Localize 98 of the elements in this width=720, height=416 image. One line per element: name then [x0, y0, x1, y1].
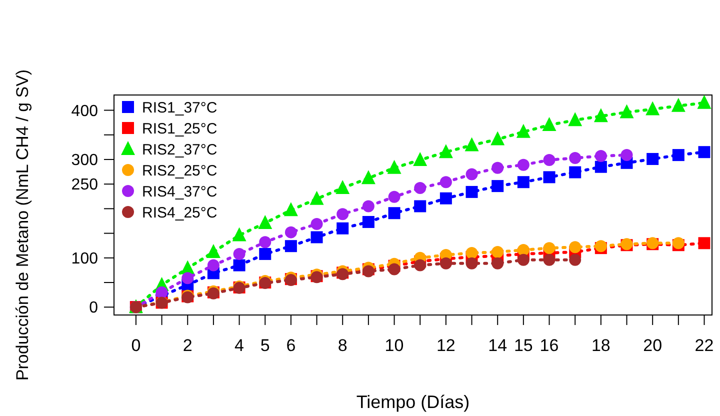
point — [388, 207, 400, 220]
y-axis-title: Producción de Metano (NmL CH4 / g SV) — [13, 69, 32, 381]
x-tick-label: 2 — [182, 336, 192, 355]
point — [284, 240, 297, 252]
point — [490, 131, 505, 146]
point — [182, 272, 194, 284]
point — [594, 160, 607, 173]
point — [492, 246, 504, 258]
y-tick-label: 0 — [89, 300, 98, 317]
point — [336, 208, 349, 220]
point — [492, 257, 504, 270]
point — [620, 149, 633, 162]
point — [361, 170, 376, 184]
point — [336, 180, 350, 194]
point — [310, 190, 324, 205]
point — [362, 216, 374, 228]
point — [466, 186, 478, 198]
x-tick-label: 8 — [338, 336, 348, 355]
point — [387, 160, 402, 174]
point — [466, 257, 478, 270]
point — [438, 144, 453, 158]
point — [671, 98, 686, 112]
point — [258, 214, 272, 229]
x-tick-label: 6 — [286, 336, 296, 355]
point — [594, 150, 607, 162]
point — [388, 263, 400, 276]
point — [414, 259, 426, 272]
point — [543, 254, 556, 266]
point — [206, 244, 220, 258]
point — [259, 236, 272, 248]
legend-label: RIS2_37°C — [142, 141, 218, 158]
point — [233, 259, 246, 272]
point — [284, 226, 297, 238]
point — [207, 259, 220, 272]
x-tick-label: 10 — [384, 336, 404, 355]
y-tick-label: 250 — [71, 176, 98, 194]
point — [414, 182, 426, 194]
point — [517, 158, 530, 171]
legend-label: RIS1_25°C — [142, 120, 218, 138]
point — [440, 176, 452, 188]
point — [233, 248, 246, 260]
point — [569, 241, 582, 254]
y-tick-label: 300 — [71, 152, 98, 170]
point — [310, 218, 323, 230]
point — [517, 254, 530, 266]
x-tick-label: 14 — [488, 336, 508, 355]
point — [466, 168, 478, 180]
y-tick-label: 100 — [71, 250, 98, 268]
point — [336, 222, 349, 234]
point — [517, 244, 530, 256]
point — [698, 237, 710, 250]
point — [569, 254, 582, 266]
point — [543, 154, 556, 166]
point — [697, 94, 712, 109]
point — [698, 146, 710, 158]
point — [259, 248, 272, 260]
legend-label: RIS4_37°C — [142, 183, 218, 200]
point — [543, 171, 556, 184]
x-tick-label: 0 — [131, 336, 141, 355]
point — [362, 200, 374, 212]
x-tick-label: 16 — [540, 336, 559, 355]
point — [569, 152, 582, 164]
point — [414, 200, 426, 212]
x-tick-label: 20 — [643, 336, 662, 355]
point — [492, 162, 504, 174]
point — [594, 108, 608, 122]
legend-label: RIS2_25°C — [142, 162, 218, 180]
point — [156, 286, 168, 298]
x-axis-title: Tiempo (Días) — [356, 392, 470, 412]
legend-label: RIS4_25°C — [142, 204, 218, 222]
point — [492, 180, 504, 192]
point — [620, 104, 634, 118]
point — [672, 149, 684, 162]
x-tick-label: 18 — [591, 336, 610, 355]
x-tick-label: 5 — [260, 336, 270, 355]
point — [232, 227, 246, 242]
x-tick-label: 4 — [234, 336, 244, 355]
point — [516, 124, 530, 138]
point — [542, 117, 556, 132]
x-tick-label: 15 — [514, 336, 533, 355]
point — [568, 112, 582, 126]
point — [466, 246, 478, 259]
x-tick-label: 22 — [694, 336, 714, 355]
point — [543, 242, 556, 254]
y-tick-label: 400 — [71, 102, 98, 120]
point — [569, 166, 582, 178]
point — [440, 257, 452, 270]
x-tick-label: 12 — [436, 336, 456, 355]
point — [440, 192, 452, 204]
point — [646, 101, 660, 116]
point — [388, 190, 400, 203]
point — [413, 152, 428, 166]
point — [646, 152, 659, 165]
point — [517, 176, 530, 188]
point — [464, 137, 479, 152]
point — [284, 202, 298, 216]
legend-label: RIS1_37°C — [142, 99, 218, 116]
point — [310, 231, 323, 244]
